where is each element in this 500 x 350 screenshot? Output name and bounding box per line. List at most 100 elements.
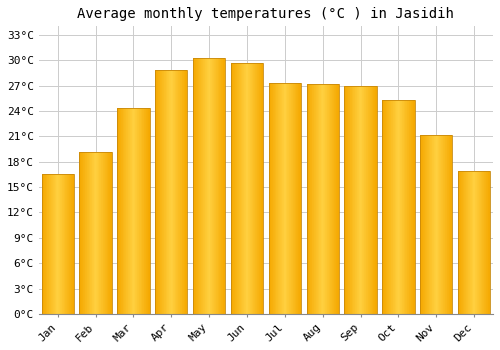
Bar [426, 135, 428, 314]
Bar [311, 84, 312, 314]
Bar [177, 70, 178, 314]
Bar [439, 135, 440, 314]
Bar [315, 84, 316, 314]
Bar [220, 58, 222, 314]
Bar [183, 70, 184, 314]
Bar [277, 83, 278, 314]
Bar [56, 174, 57, 314]
Bar [410, 100, 412, 314]
Bar [146, 108, 147, 314]
Bar [145, 108, 146, 314]
Bar [248, 63, 249, 314]
Bar [47, 174, 48, 314]
Bar [316, 84, 317, 314]
Bar [462, 171, 463, 314]
Bar [473, 171, 474, 314]
Bar [334, 84, 335, 314]
Bar [55, 174, 56, 314]
Bar [420, 135, 421, 314]
Bar [487, 171, 488, 314]
Bar [95, 152, 96, 314]
Bar [434, 135, 435, 314]
Bar [476, 171, 478, 314]
Bar [300, 83, 301, 314]
Bar [170, 70, 172, 314]
Bar [280, 83, 281, 314]
Bar [251, 63, 252, 314]
Bar [245, 63, 246, 314]
Bar [80, 152, 81, 314]
Bar [106, 152, 107, 314]
Bar [72, 174, 73, 314]
Bar [193, 58, 194, 314]
Bar [318, 84, 319, 314]
Bar [104, 152, 105, 314]
Bar [155, 70, 156, 314]
Bar [428, 135, 429, 314]
Bar [42, 174, 74, 314]
Bar [102, 152, 104, 314]
Bar [231, 63, 263, 314]
Bar [209, 58, 210, 314]
Bar [165, 70, 166, 314]
Bar [403, 100, 404, 314]
Bar [469, 171, 470, 314]
Bar [398, 100, 399, 314]
Bar [84, 152, 86, 314]
Bar [46, 174, 47, 314]
Bar [441, 135, 442, 314]
Bar [467, 171, 468, 314]
Bar [130, 108, 131, 314]
Bar [472, 171, 473, 314]
Bar [488, 171, 489, 314]
Bar [423, 135, 424, 314]
Bar [157, 70, 158, 314]
Bar [458, 171, 490, 314]
Bar [125, 108, 126, 314]
Bar [44, 174, 45, 314]
Bar [349, 86, 350, 314]
Bar [389, 100, 390, 314]
Bar [374, 86, 376, 314]
Bar [142, 108, 143, 314]
Bar [446, 135, 447, 314]
Bar [463, 171, 464, 314]
Bar [371, 86, 372, 314]
Bar [355, 86, 356, 314]
Bar [217, 58, 218, 314]
Bar [347, 86, 348, 314]
Bar [424, 135, 426, 314]
Bar [471, 171, 472, 314]
Bar [310, 84, 311, 314]
Bar [253, 63, 254, 314]
Bar [368, 86, 369, 314]
Bar [202, 58, 203, 314]
Bar [333, 84, 334, 314]
Bar [260, 63, 261, 314]
Bar [288, 83, 290, 314]
Bar [406, 100, 407, 314]
Bar [450, 135, 451, 314]
Bar [201, 58, 202, 314]
Bar [468, 171, 469, 314]
Bar [235, 63, 236, 314]
Bar [296, 83, 297, 314]
Bar [361, 86, 362, 314]
Bar [256, 63, 258, 314]
Bar [451, 135, 452, 314]
Bar [180, 70, 181, 314]
Bar [466, 171, 467, 314]
Bar [483, 171, 484, 314]
Bar [295, 83, 296, 314]
Bar [174, 70, 175, 314]
Bar [59, 174, 60, 314]
Bar [344, 86, 376, 314]
Bar [96, 152, 97, 314]
Bar [331, 84, 332, 314]
Bar [286, 83, 287, 314]
Bar [402, 100, 403, 314]
Bar [118, 108, 120, 314]
Bar [337, 84, 338, 314]
Bar [98, 152, 99, 314]
Bar [147, 108, 148, 314]
